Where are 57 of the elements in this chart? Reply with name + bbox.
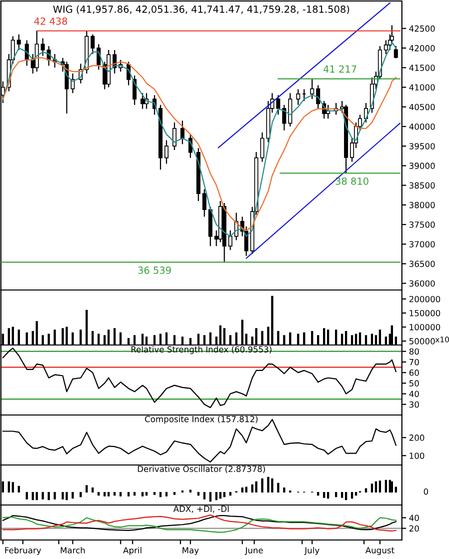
x-tick-label: February bbox=[5, 546, 42, 556]
x-tick-label: August bbox=[365, 547, 394, 556]
y-tick-label: 37500 bbox=[409, 221, 435, 228]
y-tick-label: 40 bbox=[409, 514, 419, 522]
y-tick-label: 50000 bbox=[409, 338, 435, 344]
y-tick-label: 36000 bbox=[409, 280, 435, 287]
y-tick-label: 41000 bbox=[409, 84, 435, 91]
y-tick-label: 150000 bbox=[410, 310, 440, 316]
chart-title: Composite Index (157.812) bbox=[145, 416, 258, 424]
x-tick-label: May bbox=[182, 547, 199, 556]
y-tick-label: 36500 bbox=[409, 260, 435, 268]
annotation: 38 810 bbox=[336, 177, 368, 185]
y-tick-label: 200000 bbox=[409, 296, 440, 302]
y-tick-label: 70 bbox=[410, 358, 419, 366]
y-tick-label: 60 bbox=[409, 370, 419, 376]
annotation: 42 438 bbox=[34, 17, 68, 25]
annotation: 36 539 bbox=[138, 266, 171, 274]
x-tick-label: March bbox=[60, 546, 85, 554]
candlestick bbox=[282, 104, 286, 131]
y-tick-label: 42000 bbox=[409, 45, 435, 52]
y-tick-label: 100000 bbox=[410, 324, 440, 330]
candlestick bbox=[228, 230, 232, 251]
candlestick bbox=[180, 120, 184, 145]
y-tick-label: 40500 bbox=[409, 104, 435, 110]
candlestick bbox=[310, 78, 314, 100]
candlestick bbox=[164, 140, 168, 164]
text: 0 bbox=[424, 488, 428, 495]
y-tick-label: 80 bbox=[409, 348, 419, 355]
y-tick-label: 39000 bbox=[409, 162, 435, 169]
candlestick bbox=[140, 92, 145, 110]
candlestick bbox=[276, 94, 280, 116]
chart-title: ADX, +DI, -DI bbox=[173, 506, 229, 513]
y-tick-label: 100 bbox=[410, 452, 424, 459]
y-tick-label: 30 bbox=[409, 401, 419, 408]
chart-title: Derivative Oscillator (2.87378) bbox=[138, 466, 265, 474]
chart-title: WIG (41,957.86, 42,051.36, 41,741.47, 41,759.28, -181.508) bbox=[53, 5, 350, 14]
x-tick-label: April bbox=[123, 546, 142, 556]
y-tick-label: 38500 bbox=[409, 182, 435, 189]
candlestick bbox=[172, 122, 176, 151]
y-tick-label: 42500 bbox=[409, 25, 435, 32]
x-tick-label: June bbox=[244, 547, 263, 555]
y-tick-label: 38000 bbox=[409, 202, 435, 208]
candlestick bbox=[394, 45, 398, 59]
annotation: 41 217 bbox=[324, 65, 356, 73]
candlestick bbox=[132, 74, 137, 106]
y-tick-label: 200 bbox=[409, 434, 424, 441]
y-tick-label: 37000 bbox=[409, 241, 435, 248]
y-tick-label: 40000 bbox=[409, 123, 435, 130]
y-tick-label: 20 bbox=[409, 525, 419, 532]
candlestick bbox=[90, 34, 95, 54]
y-tick-label: 50 bbox=[409, 380, 419, 386]
x-tick-label: July bbox=[304, 546, 320, 556]
candlestick bbox=[202, 188, 206, 218]
y-tick-label: 40 bbox=[409, 390, 419, 398]
y-tick-label: 39500 bbox=[409, 143, 435, 150]
y-tick-label: 41500 bbox=[409, 64, 435, 71]
candlestick bbox=[296, 88, 300, 106]
